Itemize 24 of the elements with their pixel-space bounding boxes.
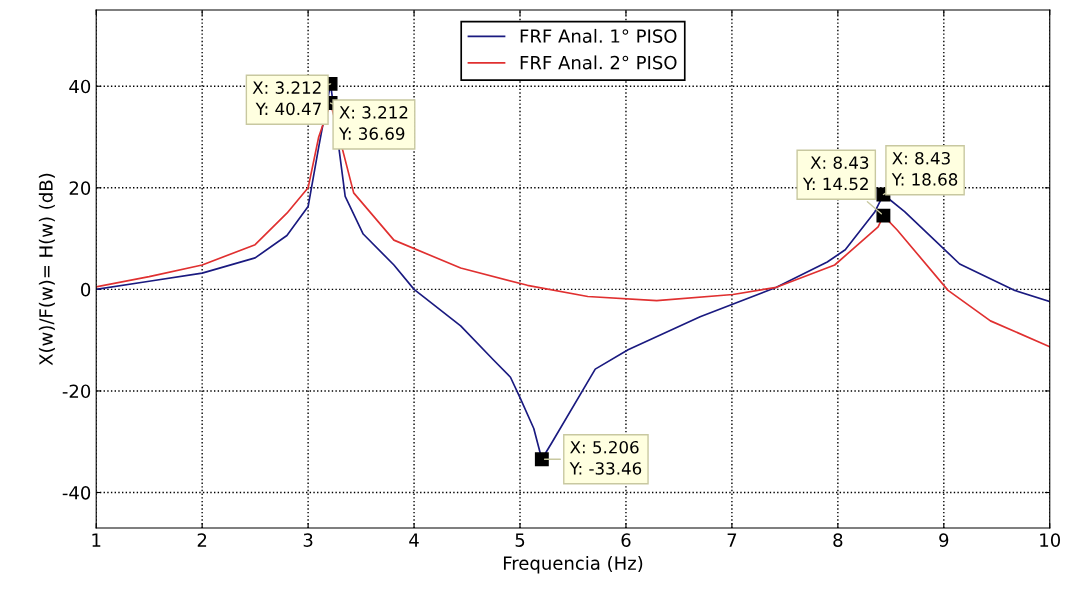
annotation: X: 3.212 Y: 40.47 [252,81,321,116]
y-tick-label: -20 [62,384,91,399]
x-tick-label: 9 [939,533,949,547]
annotation: X: 5.206 Y: -33.46 [569,440,642,475]
x-tick-label: 7 [727,533,737,547]
y-axis-title: X(w)/F(w)= H(w) (dB) [38,173,55,366]
y-tick-label: 20 [69,181,91,195]
x-tick-label: 5 [515,533,525,547]
y-tick-label: 40 [69,79,91,94]
x-tick-label: 2 [197,533,207,547]
annotation: X: 8.43 Y: 14.52 [802,156,869,191]
legend-label: FRF Anal. 2° PISO [520,55,677,70]
x-axis-title: Frequencia (Hz) [503,555,643,574]
x-tick-label: 10 [1040,533,1061,547]
x-tick-label: 8 [833,533,843,547]
legend-label: FRF Anal. 1° PISO [520,28,677,43]
y-tick-label: 0 [81,282,91,297]
y-tick-label: -40 [62,485,91,500]
x-tick-label: 1 [92,533,101,547]
annotation: X: 3.212 Y: 36.69 [338,106,408,140]
x-tick-label: 4 [409,533,419,547]
x-tick-label: 3 [303,533,313,547]
annotation: X: 8.43 Y: 18.68 [891,151,958,186]
x-tick-label: 6 [621,533,631,547]
